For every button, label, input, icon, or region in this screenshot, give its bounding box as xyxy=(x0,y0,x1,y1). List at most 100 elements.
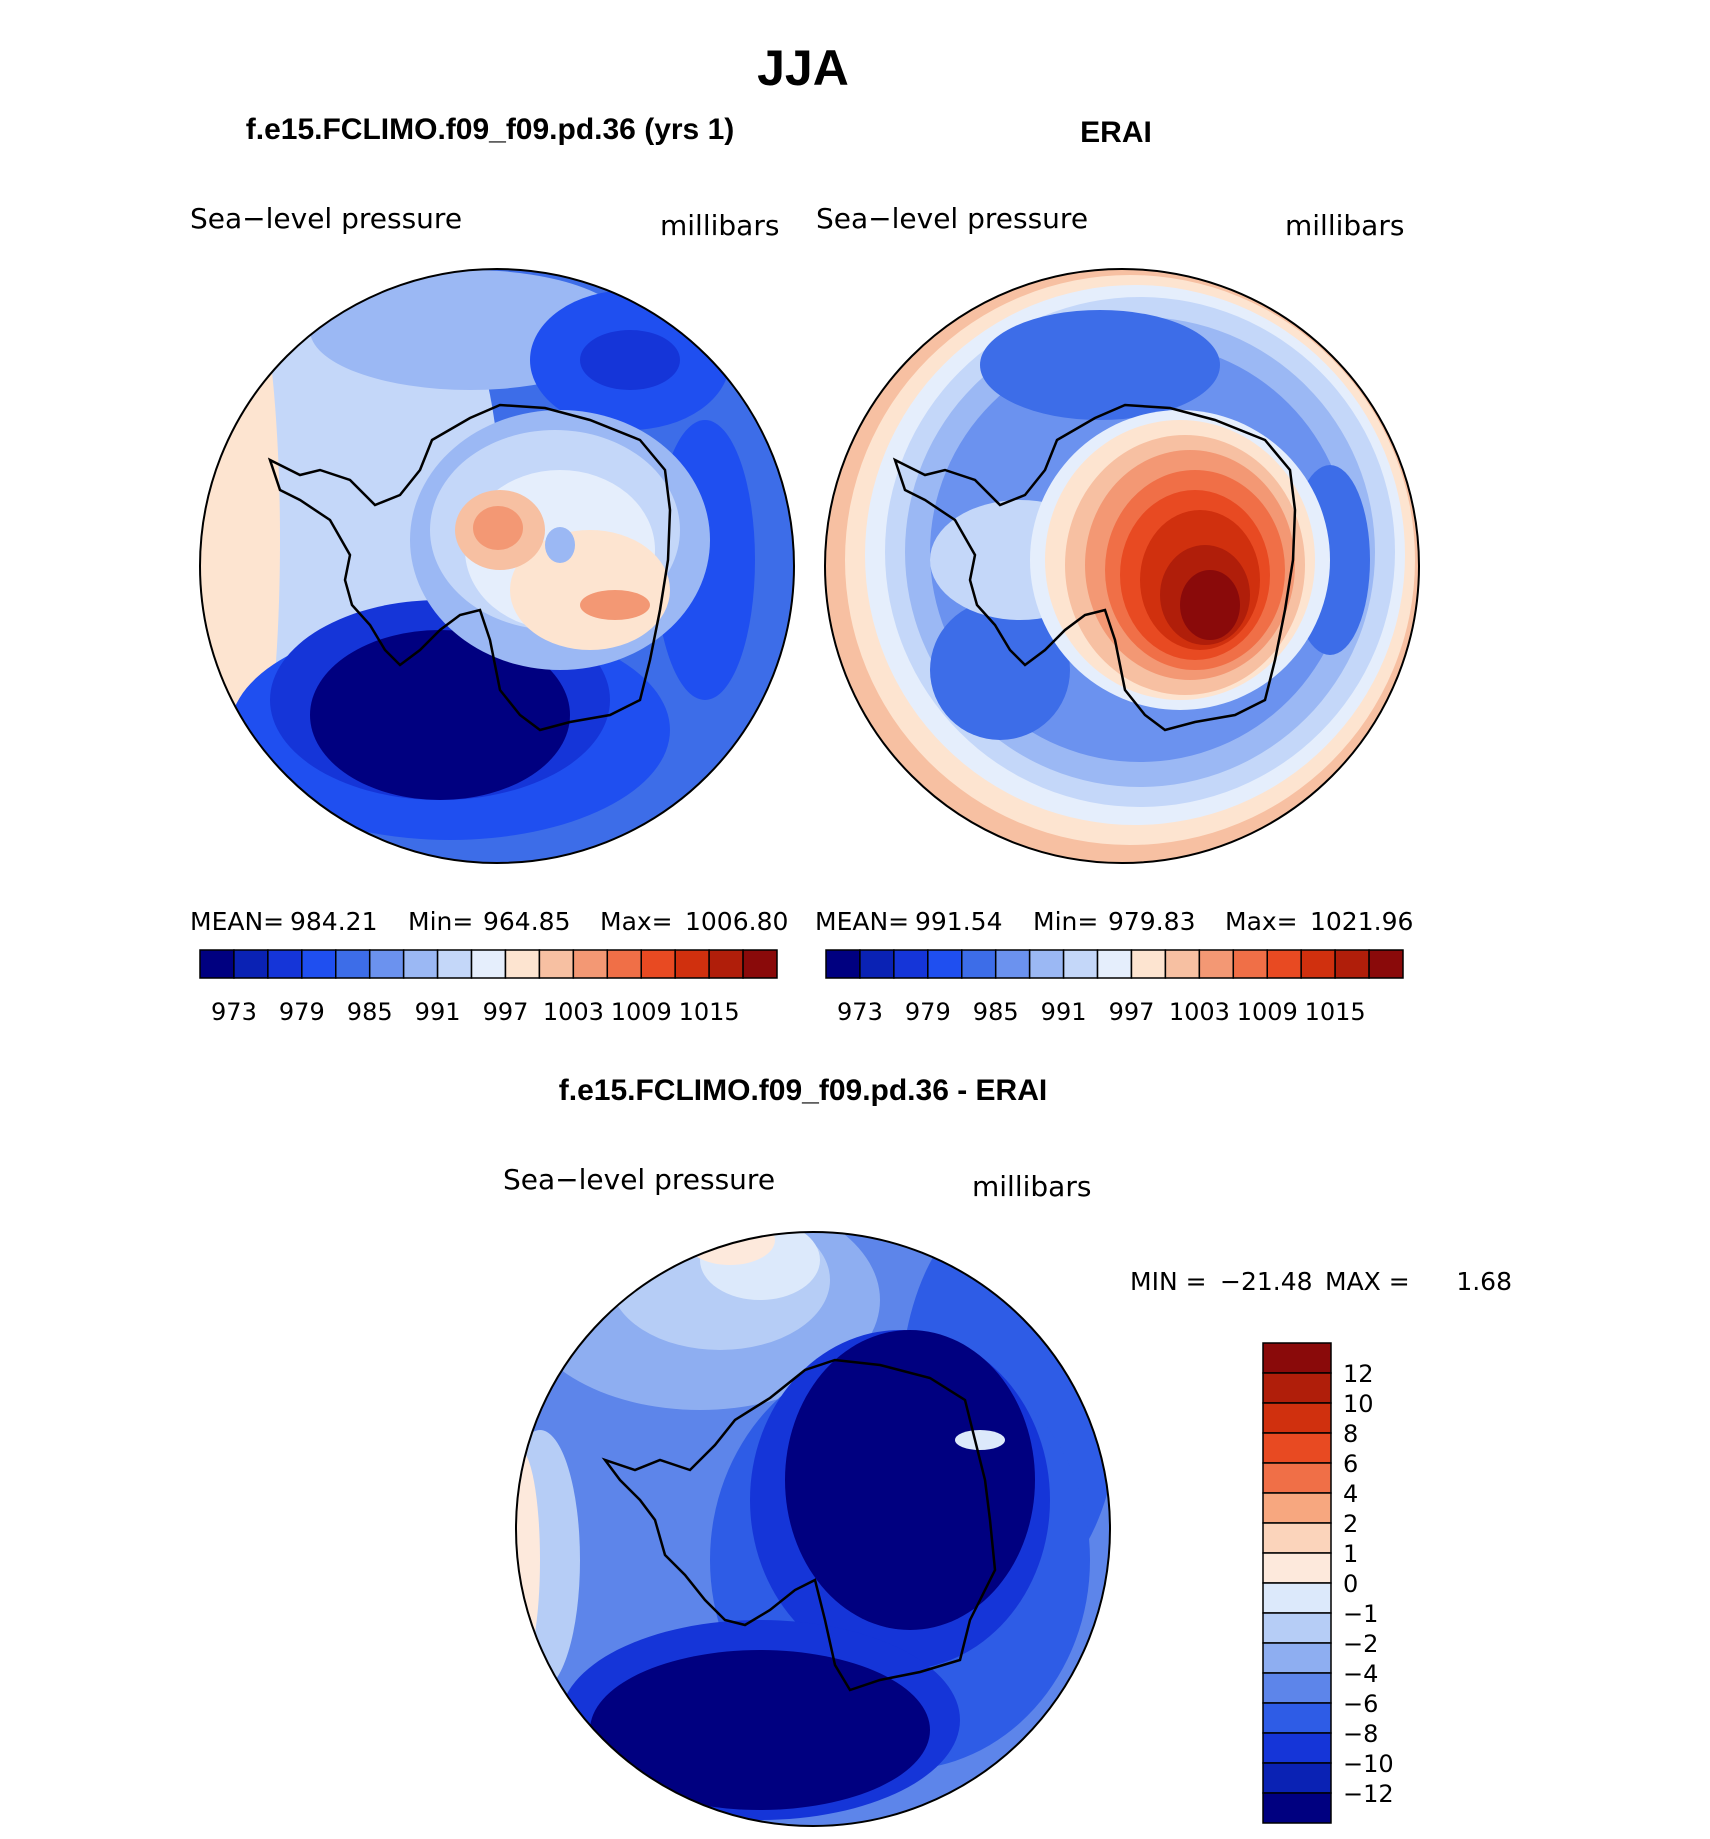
right-colorbar-swatch xyxy=(961,949,997,979)
right-colorbar-swatch xyxy=(1232,949,1268,979)
figure-title: JJA xyxy=(757,40,849,96)
diff-max-label: MAX = xyxy=(1325,1267,1410,1296)
diff-colorbar-tick-label: −2 xyxy=(1343,1630,1378,1658)
right-colorbar-tick-label: 1003 xyxy=(1169,998,1230,1026)
diff-colorbar-swatch xyxy=(1262,1402,1332,1434)
right-colorbar-tick-label: 985 xyxy=(973,998,1019,1026)
left-antarctica-coastline xyxy=(267,403,672,732)
left-min-label: Min= xyxy=(408,907,473,936)
diff-colorbar-swatch xyxy=(1262,1792,1332,1824)
diff-colorbar-swatch xyxy=(1262,1372,1332,1404)
right-colorbar-tick-label: 997 xyxy=(1109,998,1155,1026)
diff-panel-title: f.e15.FCLIMO.f09_f09.pd.36 - ERAI xyxy=(559,1074,1047,1107)
diff-colorbar-tick-label: 6 xyxy=(1343,1450,1358,1478)
right-colorbar-tick-label: 1015 xyxy=(1305,998,1366,1026)
diff-colorbar-tick-label: −4 xyxy=(1343,1660,1378,1688)
right-colorbar-swatch xyxy=(1198,949,1235,979)
left-colorbar-swatch xyxy=(233,949,269,979)
left-colorbar-tick-label: 991 xyxy=(415,998,461,1026)
right-colorbar-swatch xyxy=(1062,949,1099,979)
left-mean-value: 984.21 xyxy=(290,907,377,936)
right-map-border xyxy=(824,268,1420,864)
right-panel-title: ERAI xyxy=(1080,116,1152,149)
diff-units-label: millibars xyxy=(972,1170,1091,1203)
diff-variable-label: Sea−level pressure xyxy=(503,1163,775,1196)
left-colorbar-tick-label: 1009 xyxy=(611,998,672,1026)
diff-polar-map xyxy=(516,1232,1110,1826)
left-max-label: Max= xyxy=(600,907,673,936)
right-mean-value: 991.54 xyxy=(915,907,1002,936)
right-colorbar: 973 979 985 991 997 1003 1009 1015 xyxy=(825,949,1404,1026)
left-colorbar-tick-label: 1015 xyxy=(679,998,740,1026)
left-colorbar: 973 979 985 991 997 1003 1009 1015 xyxy=(199,949,778,1026)
left-units-label: millibars xyxy=(660,209,779,242)
left-colorbar-swatch xyxy=(538,949,575,979)
right-colorbar-swatch xyxy=(1368,949,1404,979)
right-colorbar-swatch xyxy=(1096,949,1133,979)
left-colorbar-swatch xyxy=(606,949,642,979)
left-mean-label: MEAN= xyxy=(190,907,284,936)
right-colorbar-tick-label: 991 xyxy=(1041,998,1087,1026)
diff-colorbar-swatch xyxy=(1262,1432,1332,1464)
diff-max-value: 1.68 xyxy=(1456,1267,1512,1296)
right-colorbar-swatch xyxy=(859,949,895,979)
right-colorbar-swatch xyxy=(927,949,963,979)
diff-colorbar-tick-label: 8 xyxy=(1343,1420,1358,1448)
diff-colorbar-swatch xyxy=(1262,1582,1332,1614)
diff-min-label: MIN = xyxy=(1130,1267,1207,1296)
diff-colorbar-tick-label: 0 xyxy=(1343,1570,1358,1598)
diff-colorbar-tick-label: 1 xyxy=(1343,1540,1358,1568)
diff-colorbar-swatch xyxy=(1262,1702,1332,1734)
left-colorbar-swatch xyxy=(572,949,609,979)
left-polar-map xyxy=(200,269,794,863)
right-colorbar-swatch xyxy=(1300,949,1336,979)
right-variable-label: Sea−level pressure xyxy=(816,202,1088,235)
left-min-value: 964.85 xyxy=(483,907,570,936)
right-mean-label: MEAN= xyxy=(815,907,909,936)
left-colorbar-swatch xyxy=(301,949,337,979)
right-colorbar-swatch xyxy=(1266,949,1302,979)
right-colorbar-swatch xyxy=(825,949,861,979)
diff-colorbar-swatch xyxy=(1262,1552,1332,1584)
diff-colorbar-tick-label: 12 xyxy=(1343,1360,1374,1388)
right-stats: MEAN= 991.54 Min= 979.83 Max= 1021.96 xyxy=(815,907,1413,936)
left-colorbar-swatch xyxy=(674,949,710,979)
left-colorbar-swatch xyxy=(402,949,439,979)
diff-colorbar-tick-label: −8 xyxy=(1343,1720,1378,1748)
diff-colorbar-swatch xyxy=(1262,1732,1332,1764)
left-colorbar-swatch xyxy=(368,949,405,979)
diff-colorbar-swatch xyxy=(1262,1642,1332,1674)
diff-colorbar-tick-label: 2 xyxy=(1343,1510,1358,1538)
right-colorbar-tick-label: 973 xyxy=(837,998,883,1026)
diff-colorbar-tick-label: −1 xyxy=(1343,1600,1378,1628)
left-colorbar-swatch xyxy=(470,949,507,979)
diff-stats: MIN = −21.48 MAX = 1.68 xyxy=(1130,1267,1512,1296)
right-colorbar-tick-label: 979 xyxy=(905,998,951,1026)
left-colorbar-tick-label: 973 xyxy=(211,998,257,1026)
left-colorbar-tick-label: 1003 xyxy=(543,998,604,1026)
left-stats: MEAN= 984.21 Min= 964.85 Max= 1006.80 xyxy=(190,907,788,936)
right-min-label: Min= xyxy=(1033,907,1098,936)
right-max-value: 1021.96 xyxy=(1310,907,1413,936)
right-colorbar-swatch xyxy=(893,949,929,979)
left-colorbar-swatch xyxy=(640,949,676,979)
diff-colorbar-swatch xyxy=(1262,1342,1332,1374)
left-colorbar-swatch xyxy=(436,949,473,979)
diff-colorbar-swatch xyxy=(1262,1762,1332,1794)
left-max-value: 1006.80 xyxy=(685,907,788,936)
diff-colorbar-tick-label: 10 xyxy=(1343,1390,1374,1418)
diff-colorbar-swatch xyxy=(1262,1492,1332,1524)
right-min-value: 979.83 xyxy=(1108,907,1195,936)
diff-antarctica-coastline xyxy=(601,1358,997,1692)
left-colorbar-swatch xyxy=(742,949,778,979)
diff-map-border xyxy=(515,1231,1111,1827)
right-colorbar-swatch xyxy=(1028,949,1065,979)
left-colorbar-swatch xyxy=(267,949,303,979)
left-colorbar-tick-label: 985 xyxy=(347,998,393,1026)
right-colorbar-swatch xyxy=(1334,949,1370,979)
diff-colorbar-swatch xyxy=(1262,1522,1332,1554)
diff-colorbar-tick-label: −6 xyxy=(1343,1690,1378,1718)
left-colorbar-tick-label: 979 xyxy=(279,998,325,1026)
left-panel-title: f.e15.FCLIMO.f09_f09.pd.36 (yrs 1) xyxy=(246,113,735,146)
